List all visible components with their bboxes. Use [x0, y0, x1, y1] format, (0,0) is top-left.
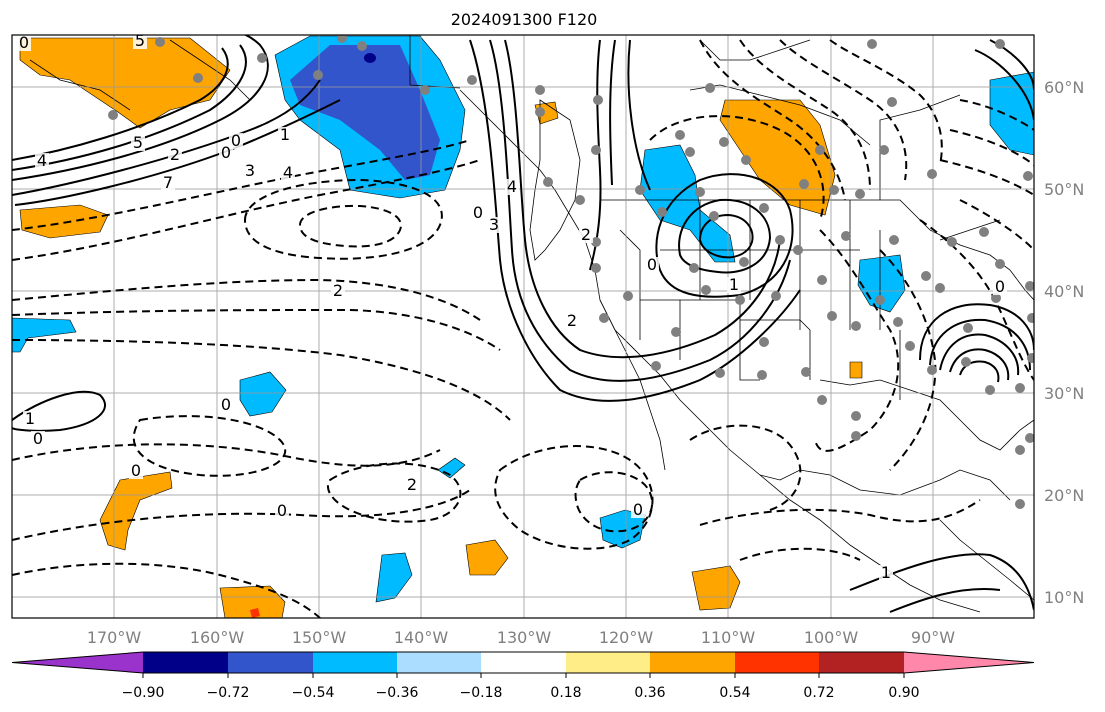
- blue-anomaly-region: [239, 371, 287, 417]
- orange-anomaly-region: [99, 471, 173, 551]
- dashed-contours: [12, 39, 1034, 618]
- latitude-label: 50°N: [1044, 180, 1084, 199]
- station-markers: [108, 35, 1034, 509]
- dark-blue-anomaly-region: [290, 45, 440, 180]
- longitude-labels: 170°W 160°W 150°W 140°W 130°W 120°W 110°W 100°W…: [87, 628, 955, 647]
- colorbar-tick-label: 0.54: [719, 685, 750, 701]
- contour-label: 2: [407, 475, 417, 494]
- contour-label: 1: [881, 563, 891, 582]
- colorbar-segment: [566, 652, 650, 673]
- graticule: [12, 35, 1034, 618]
- colorbar-tick-label: −0.36: [376, 685, 419, 701]
- orange-anomaly-region: [849, 361, 863, 379]
- longitude-label: 120°W: [599, 628, 654, 647]
- longitude-label: 110°W: [701, 628, 756, 647]
- contour-label: 1: [280, 125, 290, 144]
- colorbar-tick-label: 0.72: [803, 685, 834, 701]
- contour-label: 4: [507, 177, 517, 196]
- contour-label: 2: [567, 311, 577, 330]
- latitude-labels: 60°N 50°N 40°N 30°N 20°N 10°N: [1044, 78, 1084, 607]
- latitude-label: 60°N: [1044, 78, 1084, 97]
- contour-label: 0: [473, 203, 483, 222]
- map-title: 2024091300 F120: [450, 10, 598, 29]
- contour-label: 2: [581, 225, 591, 244]
- contour-label: 1: [729, 275, 739, 294]
- contour-label: 3: [245, 161, 255, 180]
- contour-label: 0: [221, 395, 231, 414]
- colorbar-segment: [650, 652, 735, 673]
- contour-label: 0: [33, 429, 43, 448]
- blue-anomaly-region: [12, 317, 77, 353]
- coastline-layer: [29, 35, 1034, 613]
- orange-anomaly-region: [19, 204, 109, 239]
- contour-label: 3: [489, 215, 499, 234]
- contour-label: 0: [277, 501, 287, 520]
- colorbar-extend-min: [12, 652, 143, 673]
- contour-label: 2: [333, 281, 343, 300]
- contour-label: 4: [37, 151, 47, 170]
- colorbar-segment: [735, 652, 819, 673]
- colorbar-tick-label: −0.54: [292, 685, 335, 701]
- colorbar-tick-label: 0.36: [634, 685, 665, 701]
- blue-anomaly-region: [375, 552, 413, 603]
- colorbar: −0.90 −0.72 −0.54 −0.36 −0.18 0.18 0.36 0.54 0.7…: [11, 651, 1035, 701]
- longitude-label: 140°W: [394, 628, 449, 647]
- colorbar-tick-label: −0.90: [122, 685, 165, 701]
- colorbar-tick-label: 0.18: [550, 685, 581, 701]
- contour-label: 2: [170, 145, 180, 164]
- colorbar-segment: [313, 652, 397, 673]
- blue-anomaly-region: [599, 509, 646, 549]
- contour-label: 1: [25, 409, 35, 428]
- colorbar-segment: [143, 652, 228, 673]
- colorbar-tick-label: −0.72: [207, 685, 250, 701]
- longitude-label: 170°W: [87, 628, 142, 647]
- contour-label: 0: [221, 143, 231, 162]
- contour-label: 5: [135, 31, 145, 50]
- contour-label: 0: [231, 131, 241, 150]
- longitude-label: 90°W: [911, 628, 955, 647]
- contour-label: 4: [283, 163, 293, 182]
- contour-label: 0: [19, 33, 29, 52]
- blue-anomaly-region: [639, 144, 736, 263]
- map-background: [12, 35, 1034, 618]
- contour-label: 0: [633, 500, 643, 519]
- colorbar-extend-max: [904, 652, 1034, 673]
- longitude-label: 150°W: [292, 628, 347, 647]
- contour-label: 0: [995, 277, 1005, 296]
- longitude-label: 160°W: [190, 628, 245, 647]
- latitude-label: 30°N: [1044, 384, 1084, 403]
- navy-anomaly-core: [364, 53, 376, 63]
- colorbar-segment: [228, 652, 313, 673]
- orange-anomaly-region: [465, 539, 509, 576]
- contour-label: 7: [163, 173, 173, 192]
- colorbar-segment: [397, 652, 481, 673]
- colorbar-segment: [819, 652, 904, 673]
- latitude-label: 20°N: [1044, 486, 1084, 505]
- latitude-label: 10°N: [1044, 588, 1084, 607]
- red-anomaly-core: [250, 608, 260, 618]
- latitude-label: 40°N: [1044, 282, 1084, 301]
- colorbar-segment: [481, 652, 566, 673]
- longitude-label: 100°W: [804, 628, 859, 647]
- colorbar-tick-label: 0.90: [888, 685, 919, 701]
- longitude-label: 130°W: [497, 628, 552, 647]
- map-frame: [11, 34, 1035, 619]
- contour-label: 5: [133, 133, 143, 152]
- contour-label: 0: [647, 255, 657, 274]
- solid-contours: [12, 35, 1034, 613]
- contour-label: 0: [131, 461, 141, 480]
- colorbar-tick-label: −0.18: [460, 685, 503, 701]
